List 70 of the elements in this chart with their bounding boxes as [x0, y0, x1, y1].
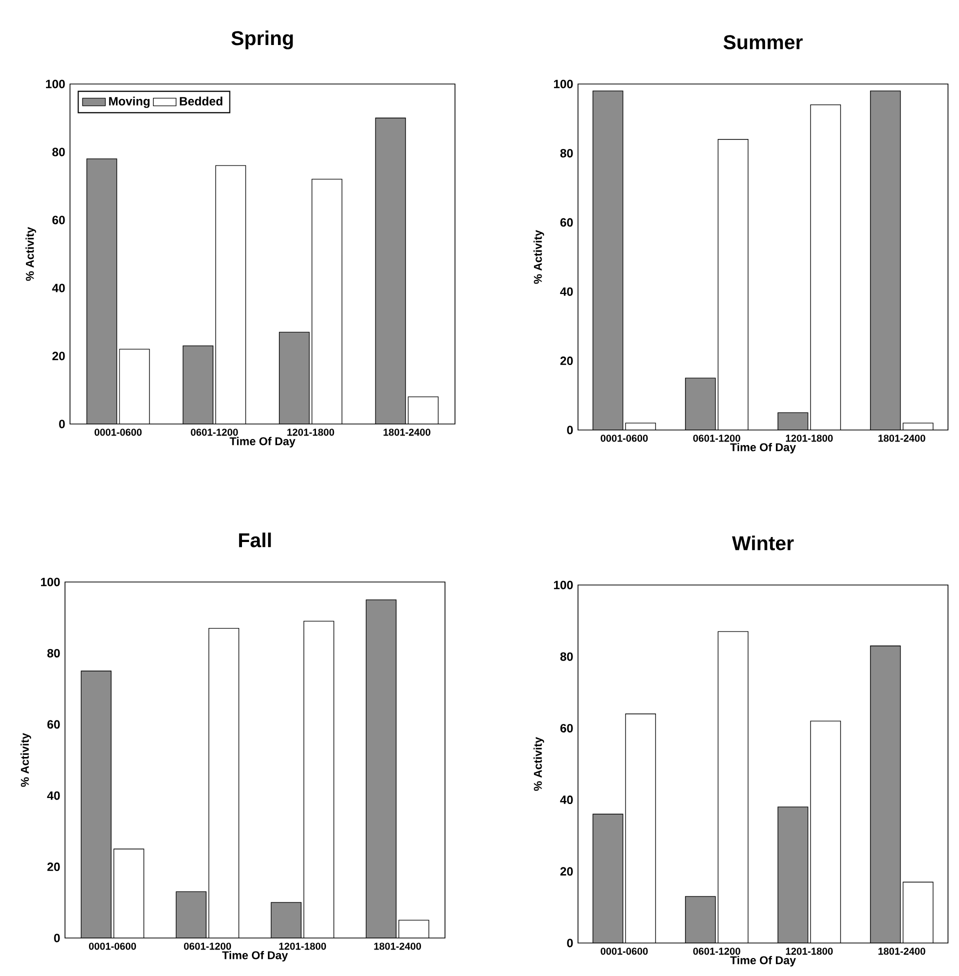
bar [270, 902, 302, 938]
x-tick-label: 0001-0600 [88, 942, 136, 950]
y-tick-label: 100 [46, 80, 65, 88]
y-tick-label: 0 [54, 934, 60, 942]
chart-title: Summer [724, 35, 803, 50]
x-axis-title: Time Of Day [730, 442, 796, 454]
y-tick-label: 20 [560, 867, 573, 876]
y-tick-label: 100 [41, 578, 60, 586]
y-tick-label: 80 [560, 652, 573, 661]
bar [278, 332, 310, 424]
y-tick-label: 80 [47, 648, 60, 658]
x-tick-label: 0001-0600 [94, 428, 142, 436]
y-tick-label: 20 [52, 352, 65, 360]
x-tick-label: 1801-2400 [878, 948, 926, 955]
bar [685, 378, 716, 430]
y-axis-title: % Activity [534, 230, 544, 284]
chart-title: Fall [239, 532, 271, 548]
y-axis-title: % Activity [26, 226, 36, 281]
x-tick-label: 0601-1200 [693, 948, 740, 955]
y-tick-label: 0 [567, 426, 573, 434]
bar [375, 118, 406, 424]
y-tick-label: 40 [560, 796, 573, 804]
y-axis-title: % Activity [534, 736, 544, 791]
y-tick-label: 80 [52, 148, 65, 156]
y-tick-label: 40 [47, 791, 60, 800]
y-tick-label: 100 [554, 580, 573, 590]
x-tick-label: 0601-1200 [693, 434, 740, 442]
y-tick-label: 60 [560, 724, 573, 732]
bar [778, 412, 808, 430]
bar [870, 90, 901, 430]
y-tick-label: 20 [560, 356, 573, 366]
x-tick-label: 0601-1200 [190, 428, 238, 436]
y-tick-label: 80 [560, 148, 573, 158]
y-tick-label: 100 [554, 80, 573, 88]
bar [870, 646, 901, 943]
bar [86, 158, 118, 424]
y-tick-label: 0 [567, 938, 573, 948]
x-tick-label: 1201-1800 [279, 942, 326, 950]
bar [366, 599, 396, 938]
x-tick-label: 0601-1200 [184, 942, 231, 950]
y-tick-label: 40 [52, 284, 65, 292]
bar [685, 896, 716, 943]
x-tick-label: 1201-1800 [786, 948, 833, 955]
x-tick-label: 1801-2400 [384, 428, 430, 436]
x-axis-title: Time Of Day [730, 956, 796, 966]
y-axis-title: % Activity [20, 732, 32, 787]
x-axis-title: Time Of Day [230, 436, 296, 448]
bar [778, 806, 808, 943]
y-tick-label: 20 [47, 862, 60, 872]
x-tick-label: 1201-1800 [786, 434, 833, 442]
legend-label: Bedded [180, 96, 222, 106]
x-tick-label: 1801-2400 [878, 434, 926, 442]
y-tick-label: 0 [59, 420, 65, 428]
bar [592, 814, 624, 943]
x-axis-title: Time Of Day [222, 950, 288, 962]
y-tick-label: 60 [52, 216, 65, 224]
legend-label: Moving [109, 96, 150, 108]
x-tick-label: 1201-1800 [287, 428, 334, 436]
chart-title: Winter [732, 536, 794, 550]
bar [176, 891, 206, 938]
chart-title: Spring [231, 30, 293, 50]
x-tick-label: 0001-0600 [600, 434, 648, 442]
bar [592, 90, 624, 430]
y-tick-label: 60 [47, 720, 60, 729]
bar [182, 345, 214, 424]
x-tick-label: 1801-2400 [374, 942, 421, 950]
bar [80, 670, 112, 938]
y-tick-label: 40 [560, 287, 573, 296]
y-tick-label: 60 [560, 218, 573, 227]
x-tick-label: 0001-0600 [600, 948, 648, 955]
